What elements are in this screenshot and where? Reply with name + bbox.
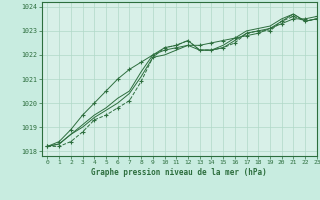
X-axis label: Graphe pression niveau de la mer (hPa): Graphe pression niveau de la mer (hPa) bbox=[91, 168, 267, 177]
